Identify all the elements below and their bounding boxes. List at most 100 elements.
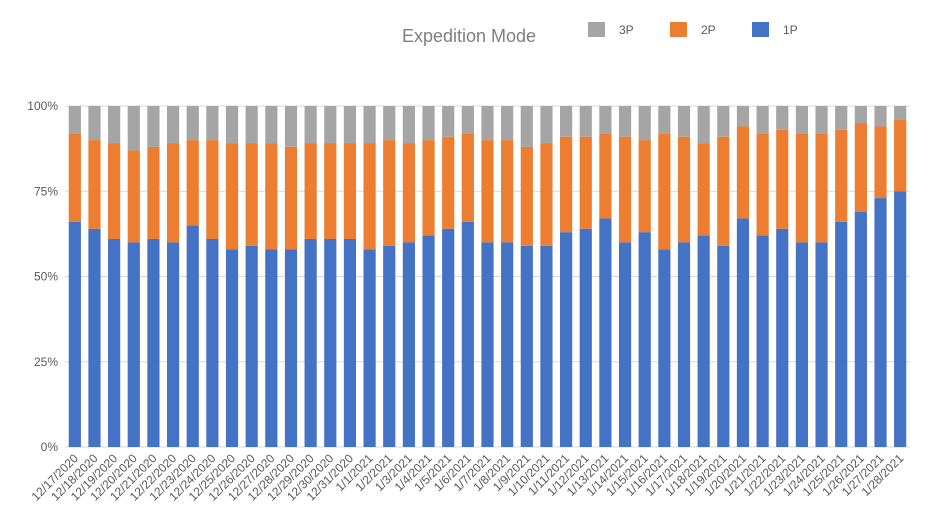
bar-segment-1p: [540, 245, 553, 447]
bar-segment-3p: [245, 106, 258, 144]
bar-segment-2p: [560, 136, 573, 233]
bar-segment-1p: [599, 218, 612, 447]
bar-segment-2p: [363, 143, 376, 250]
bar-segment-1p: [874, 198, 887, 447]
bar-segment-1p: [461, 221, 474, 447]
bar-segment-2p: [442, 136, 455, 229]
bar-segment-2p: [854, 123, 867, 212]
bar-segment-3p: [442, 106, 455, 137]
bar-segment-3p: [402, 106, 415, 144]
y-tick-label: 75%: [34, 184, 58, 198]
y-tick-label: 25%: [34, 355, 58, 369]
bar-segment-1p: [68, 221, 81, 447]
bar-segment-3p: [186, 106, 199, 141]
bar-segment-1p: [127, 242, 140, 447]
bar-segment-3p: [540, 106, 553, 144]
bar-segment-1p: [677, 242, 691, 447]
bar-segment-1p: [265, 249, 278, 447]
bar-segment-3p: [343, 106, 357, 144]
bar-segment-3p: [599, 106, 612, 134]
bar-segment-3p: [560, 106, 573, 137]
y-axis-ticks: 0% 25% 50% 75% 100%: [27, 99, 58, 454]
bar-segment-1p: [618, 242, 632, 447]
bar-segment-1p: [854, 211, 867, 447]
bar-segment-2p: [402, 143, 415, 243]
bar-segment-2p: [481, 140, 494, 243]
bar-segment-3p: [756, 106, 769, 134]
bar-segment-1p: [481, 242, 494, 447]
bar-segment-3p: [894, 106, 907, 120]
bar-segment-2p: [776, 129, 789, 229]
bar-segment-3p: [304, 106, 317, 144]
bar-segment-1p: [815, 242, 828, 447]
y-tick-label: 100%: [27, 99, 58, 113]
legend-swatch-2p: [670, 22, 687, 37]
bar-segment-1p: [88, 228, 101, 447]
legend-swatch-3p: [588, 22, 605, 37]
bar-segment-2p: [717, 136, 730, 246]
bar-segment-1p: [894, 191, 907, 447]
bar-segment-2p: [677, 136, 691, 243]
bar-segment-2p: [166, 143, 180, 243]
y-tick-label: 50%: [34, 270, 58, 284]
bar-segment-2p: [835, 129, 848, 222]
bar-segment-1p: [108, 238, 121, 447]
bar-segment-3p: [225, 106, 239, 144]
bar-segment-3p: [127, 106, 140, 151]
bar-segment-1p: [363, 249, 376, 447]
bar-segment-1p: [284, 249, 298, 447]
bar-segment-1p: [402, 242, 415, 447]
bar-segment-1p: [206, 238, 219, 447]
bar-segment-3p: [717, 106, 730, 137]
bar-segment-3p: [501, 106, 514, 141]
bar-segment-3p: [874, 106, 887, 127]
legend-label-3p: 3P: [619, 23, 634, 37]
bar-segment-3p: [108, 106, 121, 144]
bar-segment-2p: [579, 136, 592, 229]
bar-segment-1p: [579, 228, 592, 447]
bar-segment-2p: [599, 133, 612, 219]
bar-segment-2p: [108, 143, 121, 239]
bar-segment-1p: [383, 245, 396, 447]
bar-segment-1p: [186, 225, 199, 447]
bar-segment-2p: [147, 146, 160, 239]
bar-segment-1p: [343, 238, 357, 447]
bar-segment-3p: [736, 106, 750, 127]
bar-segment-2p: [225, 143, 239, 250]
bar-segment-2p: [284, 146, 298, 250]
bar-segment-1p: [658, 249, 671, 447]
bar-segment-1p: [697, 235, 710, 447]
bar-segment-1p: [442, 228, 455, 447]
bar-segment-1p: [776, 228, 789, 447]
bar-segment-3p: [795, 106, 809, 134]
bar-segment-3p: [206, 106, 219, 141]
bar-segment-2p: [324, 143, 337, 239]
bar-segment-2p: [186, 140, 199, 226]
bar-segment-2p: [638, 140, 651, 233]
bar-segment-3p: [265, 106, 278, 144]
bar-segment-2p: [874, 126, 887, 199]
bar-segment-1p: [520, 245, 533, 447]
bar-segment-1p: [304, 238, 317, 447]
bar-segment-2p: [68, 133, 81, 222]
bar-segment-3p: [658, 106, 671, 134]
bar-segment-3p: [363, 106, 376, 144]
bar-segment-2p: [343, 143, 357, 239]
bar-segment-1p: [717, 245, 730, 447]
bar-segment-2p: [88, 140, 101, 229]
bar-segment-1p: [422, 235, 435, 447]
bar-segment-3p: [520, 106, 533, 147]
bar-segment-3p: [166, 106, 180, 144]
bar-segment-2p: [736, 126, 750, 219]
legend-label-2p: 2P: [701, 23, 716, 37]
bar-segment-3p: [481, 106, 494, 141]
bar-segment-2p: [697, 143, 710, 236]
bar-segment-2p: [540, 143, 553, 246]
bar-segment-3p: [776, 106, 789, 130]
bar-segment-2p: [618, 136, 632, 243]
legend-swatch-1p: [752, 22, 769, 37]
bar-segment-2p: [815, 133, 828, 243]
bar-segment-2p: [422, 140, 435, 236]
bar-segment-3p: [324, 106, 337, 144]
